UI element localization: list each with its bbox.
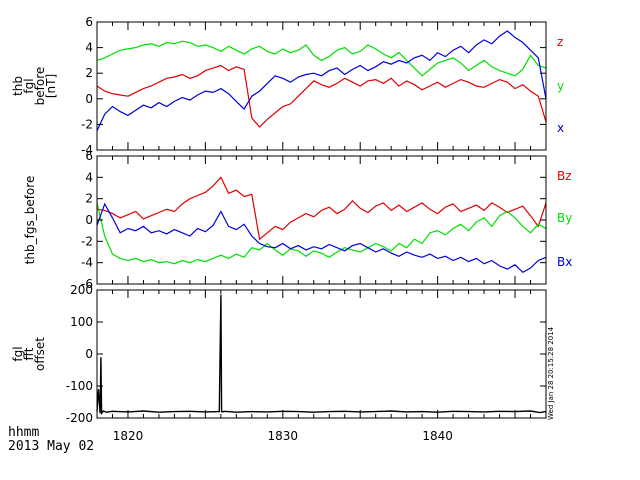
x-tick-label: 1820	[113, 429, 144, 443]
legend-entry-by: By	[557, 211, 572, 225]
y-axis-label: before	[33, 67, 47, 106]
y-axis-label: offset	[33, 337, 47, 371]
series-line-by	[96, 202, 547, 265]
y-tick-label: -4	[81, 256, 93, 270]
y-tick-label: -2	[81, 117, 93, 131]
date-label: 2013 May 02	[8, 439, 94, 454]
series-line-y	[96, 40, 547, 77]
y-tick-label: -100	[66, 379, 93, 393]
y-tick-label: -6	[81, 277, 93, 291]
y-tick-label: 100	[70, 315, 93, 329]
y-axis-label: thb_fgs_before	[23, 176, 37, 265]
y-tick-label: 2	[85, 192, 93, 206]
legend-entry-y: y	[557, 79, 564, 93]
legend-entry-bz: Bz	[557, 169, 572, 183]
y-tick-label: 200	[70, 283, 93, 297]
legend-entry-bx: Bx	[557, 255, 572, 269]
y-tick-label: -2	[81, 234, 93, 248]
y-tick-label: 0	[85, 213, 93, 227]
panel-2: -6 -4 -2 0 2 4 6 thb_fgs_before Bz By Bx	[23, 149, 572, 291]
y-axis-label: fgl	[11, 346, 25, 361]
y-tick-label: 6	[85, 15, 93, 29]
timestamp-label: Wed Jan 28 20:15:28 2014	[547, 326, 555, 420]
y-tick-label: -200	[66, 411, 93, 425]
series-line-bx	[96, 202, 547, 274]
plot-frame	[96, 155, 547, 285]
x-axis-label: hhmm	[8, 425, 39, 440]
y-axis-label: [nT]	[44, 74, 58, 98]
series-line-z	[96, 64, 547, 128]
y-tick-label: 2	[85, 66, 93, 80]
series-line-x	[96, 30, 547, 132]
y-tick-label: 0	[85, 92, 93, 106]
y-axis-label: thb	[11, 76, 25, 96]
series-line-bz	[96, 176, 547, 241]
y-axis-label: fgl	[22, 78, 36, 93]
y-tick-label: 4	[85, 41, 93, 55]
legend-entry-x: x	[557, 121, 564, 135]
y-tick-label: 4	[85, 170, 93, 184]
x-tick-label: 1840	[422, 429, 453, 443]
plot-frame	[96, 21, 547, 151]
y-tick-label: -4	[81, 143, 93, 157]
plot-frame	[96, 289, 547, 419]
y-axis-label: fft	[22, 347, 36, 360]
x-tick-label: 1830	[268, 429, 299, 443]
series-line-offset	[96, 294, 547, 416]
y-tick-label: 6	[85, 149, 93, 163]
legend-entry-z: z	[557, 35, 563, 49]
y-tick-label: 0	[85, 347, 93, 361]
